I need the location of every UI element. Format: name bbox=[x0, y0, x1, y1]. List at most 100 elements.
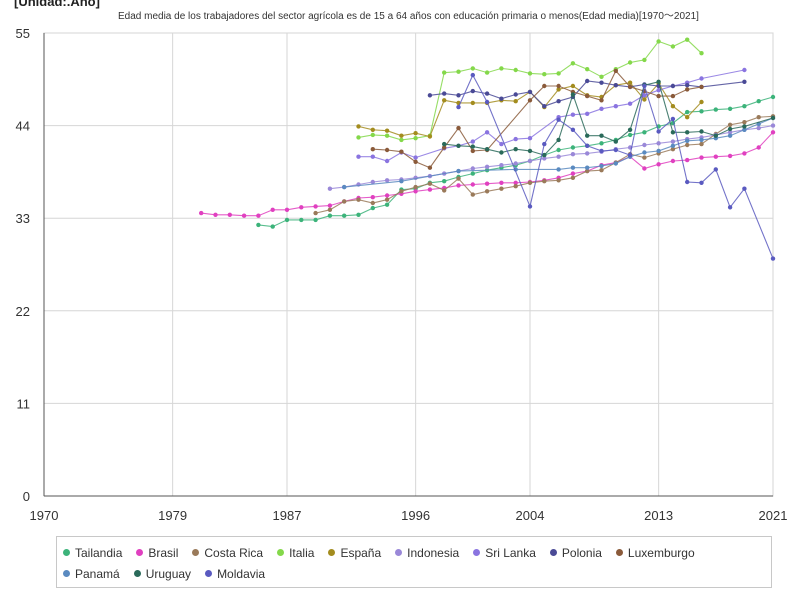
data-point bbox=[413, 136, 418, 141]
legend-marker bbox=[136, 549, 144, 556]
line-chart: 1970 1979 1987 1996 2004 2013 2021 0 11 22 33 44 55 bbox=[16, 26, 788, 523]
y-tick-label: 22 bbox=[16, 304, 30, 319]
y-tick-label: 11 bbox=[17, 396, 31, 411]
data-point bbox=[413, 131, 418, 136]
legend: Tailandia Brasil Costa Rica Italia España Ind… bbox=[56, 536, 772, 588]
chart-title: Edad media de los trabajadores del secto… bbox=[118, 11, 699, 22]
data-point bbox=[670, 104, 676, 109]
data-point bbox=[413, 184, 418, 190]
data-point bbox=[456, 125, 461, 131]
data-point bbox=[527, 148, 533, 154]
data-point bbox=[770, 115, 776, 121]
y-tick-label: 55 bbox=[16, 26, 30, 41]
data-point bbox=[685, 179, 690, 185]
data-point bbox=[427, 187, 433, 192]
legend-item: Uruguay bbox=[133, 563, 191, 584]
data-point bbox=[456, 183, 461, 188]
data-point bbox=[713, 167, 718, 172]
data-point bbox=[556, 147, 561, 153]
series-moldavia bbox=[456, 72, 776, 261]
data-point bbox=[742, 186, 747, 191]
data-point bbox=[399, 149, 404, 154]
data-point bbox=[556, 83, 561, 89]
data-point bbox=[556, 87, 561, 92]
legend-label: Indonesia bbox=[407, 545, 460, 560]
legend-item: Polonia bbox=[549, 542, 602, 563]
data-point bbox=[342, 213, 347, 218]
data-point bbox=[727, 153, 733, 159]
data-point bbox=[685, 115, 690, 120]
data-point bbox=[613, 161, 618, 166]
data-point bbox=[670, 143, 676, 148]
data-point bbox=[484, 70, 490, 75]
data-point bbox=[413, 159, 418, 164]
data-point bbox=[484, 130, 490, 135]
data-point bbox=[513, 180, 518, 185]
data-point bbox=[456, 69, 461, 74]
data-point bbox=[499, 163, 504, 168]
data-point bbox=[699, 109, 704, 114]
data-point bbox=[427, 134, 433, 139]
data-point bbox=[270, 224, 275, 229]
data-point bbox=[399, 179, 404, 184]
data-point bbox=[241, 213, 247, 218]
data-point bbox=[199, 210, 204, 216]
plot-frame bbox=[43, 32, 774, 497]
data-point bbox=[470, 72, 475, 78]
data-point bbox=[670, 83, 676, 89]
data-point bbox=[742, 151, 747, 156]
data-point bbox=[442, 91, 447, 96]
data-point bbox=[570, 61, 576, 66]
data-point bbox=[670, 116, 676, 122]
data-point bbox=[685, 142, 690, 148]
data-point bbox=[384, 158, 390, 164]
data-point bbox=[470, 148, 475, 154]
y-tick-label: 33 bbox=[16, 211, 30, 226]
legend-marker bbox=[63, 549, 70, 556]
data-point bbox=[484, 91, 490, 96]
data-point bbox=[685, 138, 690, 143]
series-luxemburgo bbox=[370, 68, 704, 170]
data-point bbox=[599, 80, 604, 85]
data-point bbox=[670, 147, 676, 152]
data-point bbox=[513, 161, 518, 166]
series-uruguay bbox=[442, 79, 776, 158]
data-point bbox=[442, 70, 447, 75]
data-point bbox=[370, 205, 375, 211]
data-point bbox=[727, 126, 733, 132]
data-point bbox=[456, 93, 461, 98]
data-point bbox=[613, 139, 618, 144]
data-point bbox=[713, 107, 718, 112]
data-point bbox=[670, 158, 676, 164]
data-point bbox=[670, 44, 676, 49]
data-point bbox=[356, 124, 361, 129]
data-point bbox=[456, 176, 461, 181]
data-point bbox=[570, 175, 576, 180]
data-point bbox=[342, 184, 347, 190]
data-point bbox=[742, 127, 747, 132]
data-point bbox=[585, 67, 590, 72]
legend-label: Brasil bbox=[148, 545, 179, 560]
legend-marker bbox=[615, 549, 623, 556]
data-point bbox=[599, 163, 604, 169]
legend-item: España bbox=[328, 542, 381, 563]
series-line bbox=[329, 125, 774, 190]
data-point bbox=[585, 93, 590, 99]
data-point bbox=[627, 84, 633, 90]
legend-marker bbox=[133, 570, 141, 577]
data-point bbox=[456, 104, 461, 110]
data-point bbox=[499, 180, 504, 185]
data-point bbox=[570, 165, 576, 170]
data-point bbox=[370, 195, 375, 200]
data-point bbox=[356, 154, 361, 159]
data-point bbox=[470, 66, 475, 71]
data-point bbox=[613, 68, 618, 74]
legend-marker bbox=[328, 549, 336, 556]
data-point bbox=[627, 152, 633, 158]
grid bbox=[43, 32, 774, 497]
data-point bbox=[456, 143, 461, 148]
data-point bbox=[727, 122, 733, 128]
data-point bbox=[642, 150, 647, 155]
data-point bbox=[527, 136, 533, 141]
data-point bbox=[627, 127, 633, 132]
